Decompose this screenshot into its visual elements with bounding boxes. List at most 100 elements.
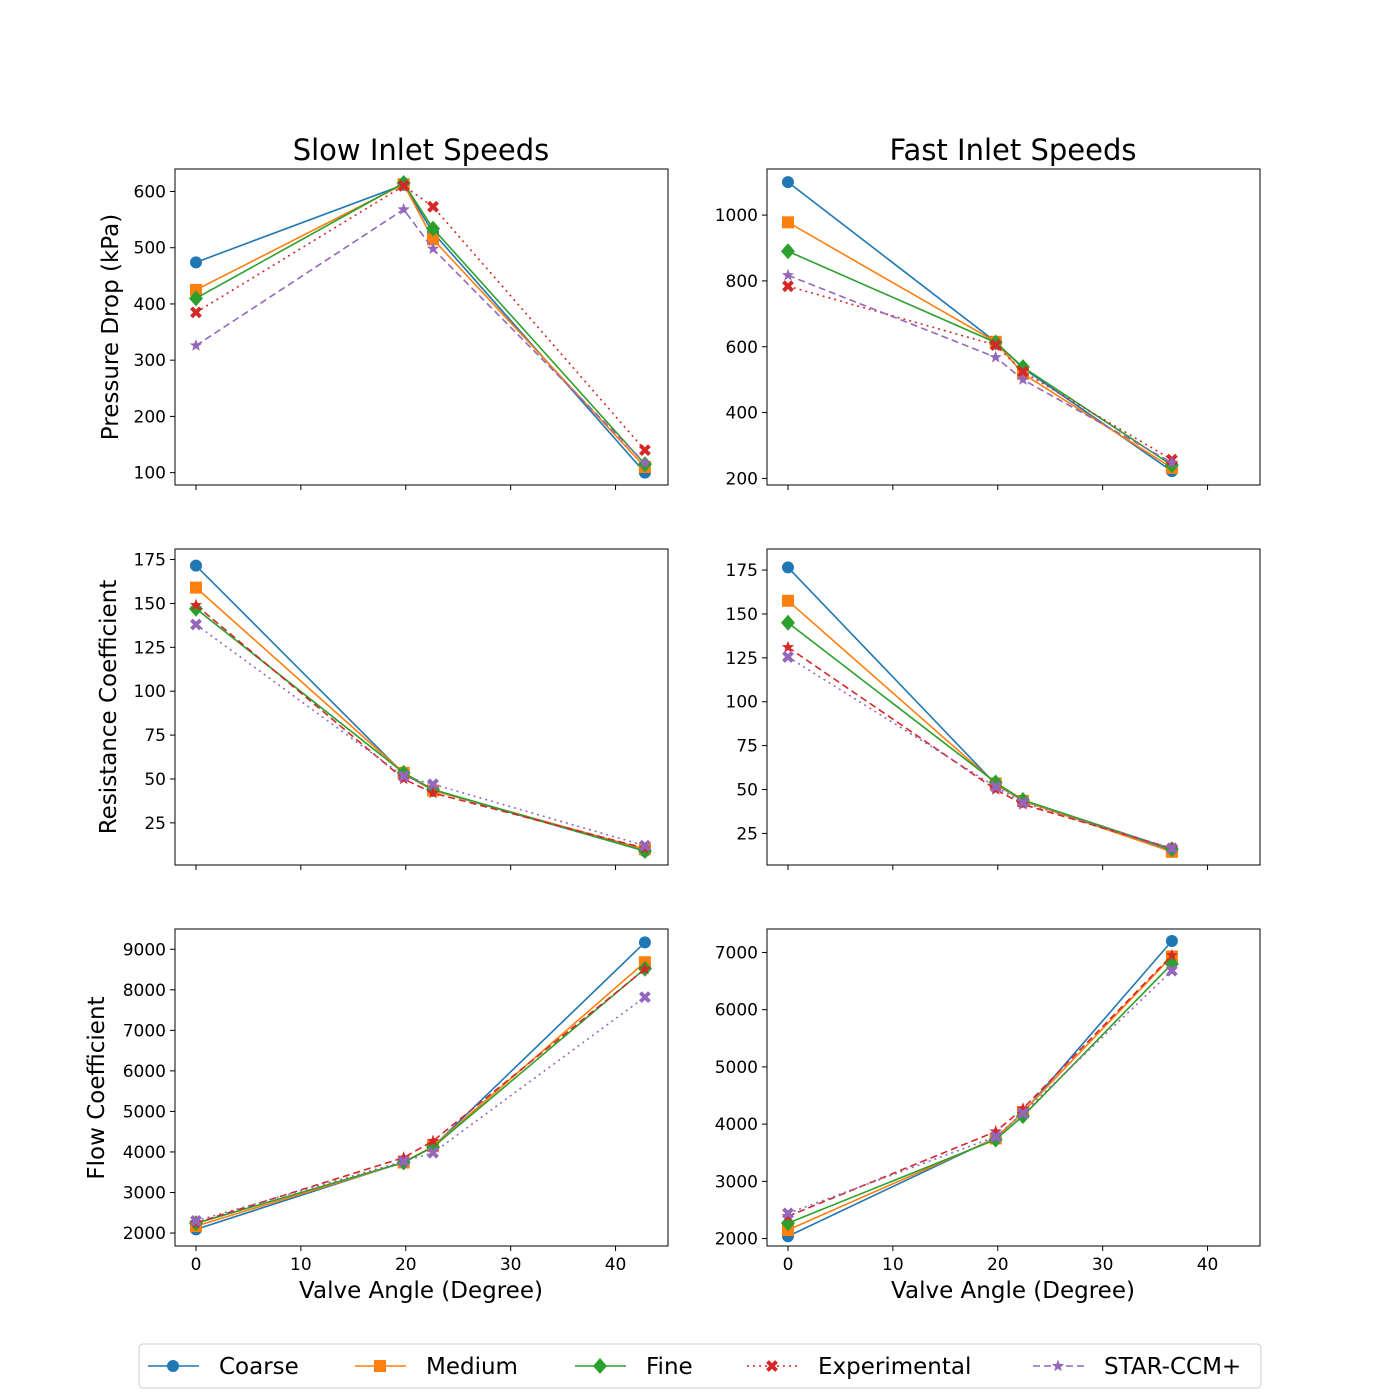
data-point-marker (189, 339, 203, 351)
x-tick-label: 30 (1092, 1255, 1114, 1275)
data-point-marker (638, 936, 651, 949)
y-tick-label: 7000 (123, 1021, 166, 1041)
data-point-marker (190, 306, 202, 319)
data-point-marker (989, 339, 1002, 352)
y-tick-label: 6000 (123, 1062, 166, 1082)
y-tick-label: 50 (736, 781, 758, 801)
series-medium (189, 581, 651, 856)
column-title-fast: Fast Inlet Speeds (890, 133, 1137, 167)
series-line (195, 968, 646, 1225)
series-fine (188, 600, 652, 859)
data-point-marker (1165, 964, 1178, 977)
legend-marker (167, 1360, 179, 1372)
series-line (195, 181, 646, 465)
series-line (787, 600, 1173, 853)
legend-entry-medium: Medium (355, 1354, 518, 1380)
y-tick-label: 500 (134, 239, 166, 259)
series-line (787, 285, 1173, 461)
series-line (195, 608, 646, 852)
legend-entry-experimental: Experimental (747, 1354, 971, 1380)
series-experimental (781, 948, 1179, 1222)
data-point-marker (397, 202, 410, 215)
y-tick-label: 200 (134, 407, 166, 427)
y-tick-label: 5000 (123, 1102, 166, 1122)
series-line (195, 183, 646, 474)
data-point-marker (427, 233, 440, 246)
series-coarse (781, 935, 1178, 1243)
y-tick-label: 2000 (123, 1224, 166, 1244)
data-point-marker (397, 1155, 410, 1168)
series-line (787, 250, 1173, 466)
data-point-marker (397, 179, 410, 192)
x-tick-label: 30 (500, 1255, 522, 1275)
data-point-marker (189, 598, 203, 611)
series-line (195, 587, 646, 850)
data-point-marker (397, 1151, 410, 1163)
chart-panel-1: 100 200 300 400 500 600 (134, 168, 669, 490)
series-line (195, 208, 646, 464)
series-line (195, 565, 646, 852)
data-point-marker (426, 220, 441, 237)
series-star-ccm (189, 202, 652, 469)
data-point-marker (780, 1215, 795, 1232)
axes-frame (766, 168, 1261, 486)
data-point-marker (782, 1207, 794, 1220)
chart-panels: 1002003004005006002004006008001000255075… (123, 168, 1261, 1275)
series-medium (189, 956, 651, 1233)
y-tick-label: 7000 (715, 943, 758, 963)
series-medium (781, 950, 1178, 1236)
series-star-ccm (781, 268, 1179, 468)
chart-panel-4: 25 50 75 100 125 150 175 (726, 548, 1261, 870)
axes-frame (766, 548, 1261, 866)
y-tick-label: 100 (134, 682, 166, 702)
series-line (787, 954, 1173, 1217)
y-tick-label: 125 (726, 649, 758, 669)
x-tick-label: 40 (1197, 1255, 1219, 1275)
data-point-marker (1165, 948, 1179, 961)
x-axis-label-right: Valve Angle (Degree) (891, 1278, 1135, 1304)
series-star-ccm (190, 991, 651, 1227)
y-tick-label: 200 (726, 469, 758, 489)
legend-entry-coarse: Coarse (148, 1354, 299, 1380)
series-fine (188, 960, 652, 1232)
chart-panel-5: 0 10 20 30 40 2000 3000 4000 5000 6000 7000 8000 900… (123, 928, 669, 1275)
legend-label: Medium (426, 1354, 518, 1380)
data-point-marker (189, 283, 202, 296)
y-tick-label: 1000 (715, 206, 758, 226)
series-experimental (782, 280, 1178, 466)
y-tick-label: 600 (726, 338, 758, 358)
series-line (195, 941, 646, 1231)
y-tick-label: 100 (134, 464, 166, 484)
data-point-marker (427, 1146, 439, 1159)
data-point-marker (426, 786, 440, 799)
y-tick-label: 5000 (715, 1058, 758, 1078)
data-point-marker (639, 991, 651, 1004)
row-label-pressure-drop: Pressure Drop (kPa) (98, 214, 124, 440)
y-tick-label: 50 (144, 770, 166, 790)
legend-marker (593, 1358, 607, 1374)
data-point-marker (639, 444, 651, 457)
data-point-marker (190, 618, 202, 631)
x-tick-label: 20 (987, 1255, 1009, 1275)
axes-frame (174, 928, 669, 1247)
y-tick-label: 25 (144, 814, 166, 834)
series-line (195, 968, 646, 1224)
data-point-marker (1165, 935, 1178, 948)
y-tick-label: 3000 (123, 1183, 166, 1203)
y-tick-label: 25 (736, 824, 758, 844)
y-tick-label: 2000 (715, 1230, 758, 1250)
data-point-marker (780, 243, 795, 260)
data-point-marker (189, 256, 202, 269)
series-line (195, 961, 646, 1227)
legend-label: STAR-CCM+ (1104, 1354, 1241, 1380)
series-medium (189, 178, 651, 474)
axes-frame (174, 168, 669, 486)
y-tick-label: 150 (726, 605, 758, 625)
data-point-marker (426, 1134, 440, 1147)
series-experimental (781, 640, 1179, 854)
y-tick-label: 6000 (715, 1001, 758, 1021)
column-title-slow: Slow Inlet Speeds (293, 133, 550, 167)
series-experimental (189, 598, 652, 854)
data-point-marker (1017, 1107, 1029, 1120)
y-tick-label: 300 (134, 351, 166, 371)
